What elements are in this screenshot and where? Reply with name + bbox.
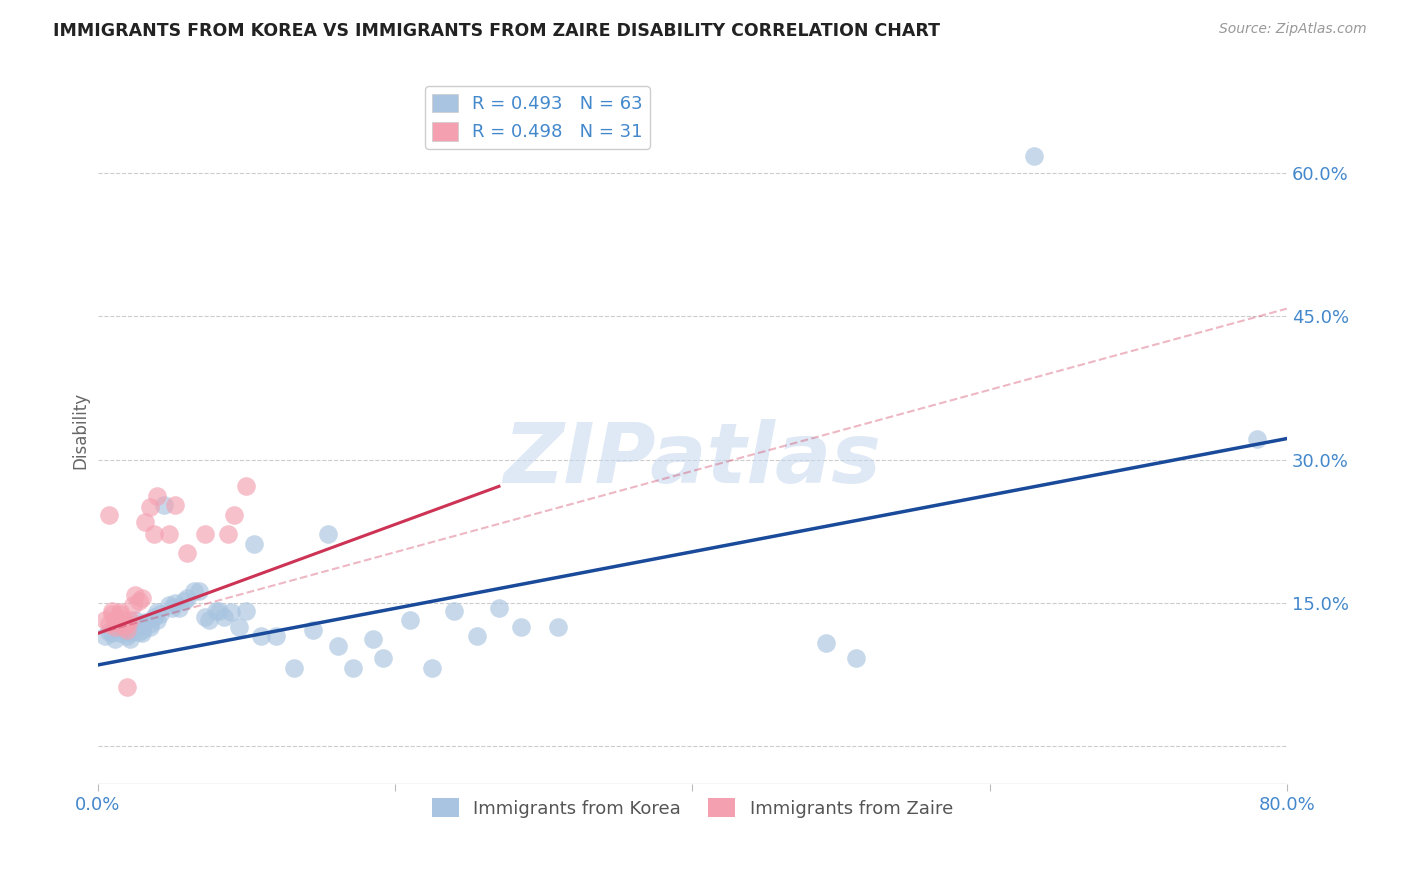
Point bbox=[302, 623, 325, 637]
Point bbox=[176, 591, 198, 606]
Point bbox=[198, 613, 221, 627]
Point bbox=[94, 613, 117, 627]
Point bbox=[420, 661, 443, 675]
Text: ZIPatlas: ZIPatlas bbox=[503, 418, 882, 500]
Point bbox=[104, 632, 127, 647]
Point bbox=[1246, 432, 1268, 446]
Point bbox=[235, 479, 257, 493]
Point bbox=[101, 607, 124, 622]
Point bbox=[398, 613, 420, 627]
Point bbox=[465, 629, 488, 643]
Point bbox=[488, 600, 510, 615]
Point bbox=[117, 623, 139, 637]
Point bbox=[250, 629, 273, 643]
Point bbox=[134, 515, 156, 529]
Point bbox=[134, 615, 156, 629]
Point bbox=[124, 613, 146, 627]
Point bbox=[153, 499, 176, 513]
Point bbox=[316, 527, 339, 541]
Point bbox=[169, 600, 191, 615]
Point bbox=[157, 527, 180, 541]
Point bbox=[205, 603, 228, 617]
Point bbox=[108, 623, 131, 637]
Point bbox=[131, 623, 153, 637]
Point bbox=[194, 527, 217, 541]
Text: Source: ZipAtlas.com: Source: ZipAtlas.com bbox=[1219, 22, 1367, 37]
Point bbox=[146, 606, 169, 620]
Point bbox=[98, 508, 121, 522]
Legend: Immigrants from Korea, Immigrants from Zaire: Immigrants from Korea, Immigrants from Z… bbox=[425, 791, 960, 825]
Point bbox=[173, 594, 195, 608]
Point bbox=[194, 610, 217, 624]
Point bbox=[120, 626, 142, 640]
Point bbox=[176, 546, 198, 560]
Point bbox=[264, 629, 287, 643]
Point bbox=[98, 616, 121, 631]
Point bbox=[328, 639, 350, 653]
Point bbox=[163, 499, 186, 513]
Point bbox=[361, 632, 384, 647]
Y-axis label: Disability: Disability bbox=[72, 392, 89, 469]
Point bbox=[107, 610, 129, 624]
Point bbox=[98, 624, 121, 639]
Point bbox=[124, 588, 146, 602]
Point bbox=[217, 527, 239, 541]
Point bbox=[117, 616, 139, 631]
Text: IMMIGRANTS FROM KOREA VS IMMIGRANTS FROM ZAIRE DISABILITY CORRELATION CHART: IMMIGRANTS FROM KOREA VS IMMIGRANTS FROM… bbox=[53, 22, 941, 40]
Point bbox=[283, 661, 305, 675]
Point bbox=[101, 603, 124, 617]
Point bbox=[101, 626, 124, 640]
Point bbox=[108, 606, 131, 620]
Point bbox=[94, 629, 117, 643]
Point bbox=[212, 610, 235, 624]
Point bbox=[128, 620, 150, 634]
Point bbox=[120, 632, 142, 647]
Point bbox=[371, 651, 394, 665]
Point bbox=[112, 613, 135, 627]
Point bbox=[342, 661, 364, 675]
Point bbox=[510, 620, 533, 634]
Point bbox=[1024, 149, 1046, 163]
Point bbox=[143, 527, 166, 541]
Point bbox=[160, 600, 183, 615]
Point bbox=[117, 629, 139, 643]
Point bbox=[242, 536, 264, 550]
Point bbox=[131, 591, 153, 606]
Point bbox=[122, 598, 145, 612]
Point bbox=[845, 651, 868, 665]
Point bbox=[138, 620, 160, 634]
Point bbox=[187, 584, 209, 599]
Point bbox=[157, 598, 180, 612]
Point bbox=[131, 626, 153, 640]
Point bbox=[120, 613, 142, 627]
Point bbox=[547, 620, 569, 634]
Point bbox=[224, 508, 246, 522]
Point bbox=[104, 620, 127, 634]
Point bbox=[228, 620, 250, 634]
Point bbox=[112, 620, 135, 634]
Point bbox=[124, 616, 146, 631]
Point bbox=[112, 620, 135, 634]
Point bbox=[138, 500, 160, 515]
Point bbox=[221, 606, 243, 620]
Point bbox=[117, 624, 139, 639]
Point bbox=[208, 603, 231, 617]
Point bbox=[128, 594, 150, 608]
Point bbox=[443, 603, 465, 617]
Point bbox=[183, 584, 205, 599]
Point bbox=[143, 610, 166, 624]
Point bbox=[138, 616, 160, 631]
Point bbox=[814, 636, 837, 650]
Point bbox=[235, 603, 257, 617]
Point bbox=[146, 489, 169, 503]
Point bbox=[117, 680, 139, 694]
Point bbox=[149, 607, 172, 622]
Point bbox=[128, 624, 150, 639]
Point bbox=[112, 615, 135, 629]
Point bbox=[146, 613, 169, 627]
Point bbox=[108, 626, 131, 640]
Point bbox=[104, 615, 127, 629]
Point bbox=[108, 607, 131, 622]
Point bbox=[163, 596, 186, 610]
